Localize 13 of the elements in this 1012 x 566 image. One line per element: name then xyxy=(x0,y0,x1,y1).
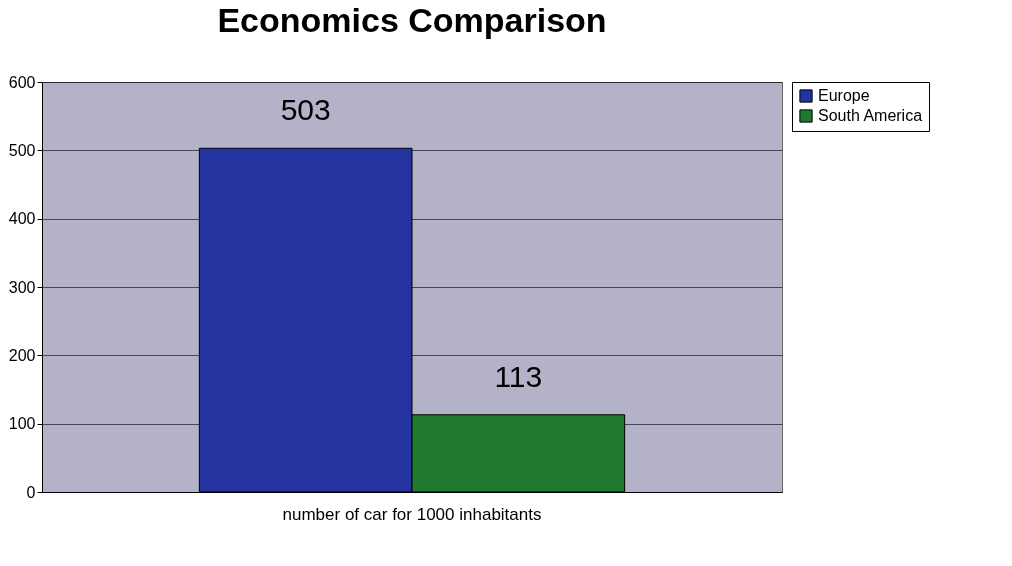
data-label: 503 xyxy=(280,93,331,127)
y-tick-label: 500 xyxy=(8,141,36,159)
x-tick-label: number of car for 1000 inhabitants xyxy=(282,504,542,524)
y-tick-label: 300 xyxy=(8,278,36,296)
y-tick-label: 600 xyxy=(8,73,36,91)
chart-title: Economics Comparison xyxy=(217,1,607,39)
y-tick-label: 200 xyxy=(8,346,36,364)
y-tick-label: 100 xyxy=(8,415,36,433)
data-label: 113 xyxy=(494,359,543,393)
y-tick-label: 0 xyxy=(26,483,36,501)
y-tick-label: 400 xyxy=(8,210,36,228)
legend-label: South America xyxy=(818,107,923,124)
legend-label: Europe xyxy=(818,87,870,104)
